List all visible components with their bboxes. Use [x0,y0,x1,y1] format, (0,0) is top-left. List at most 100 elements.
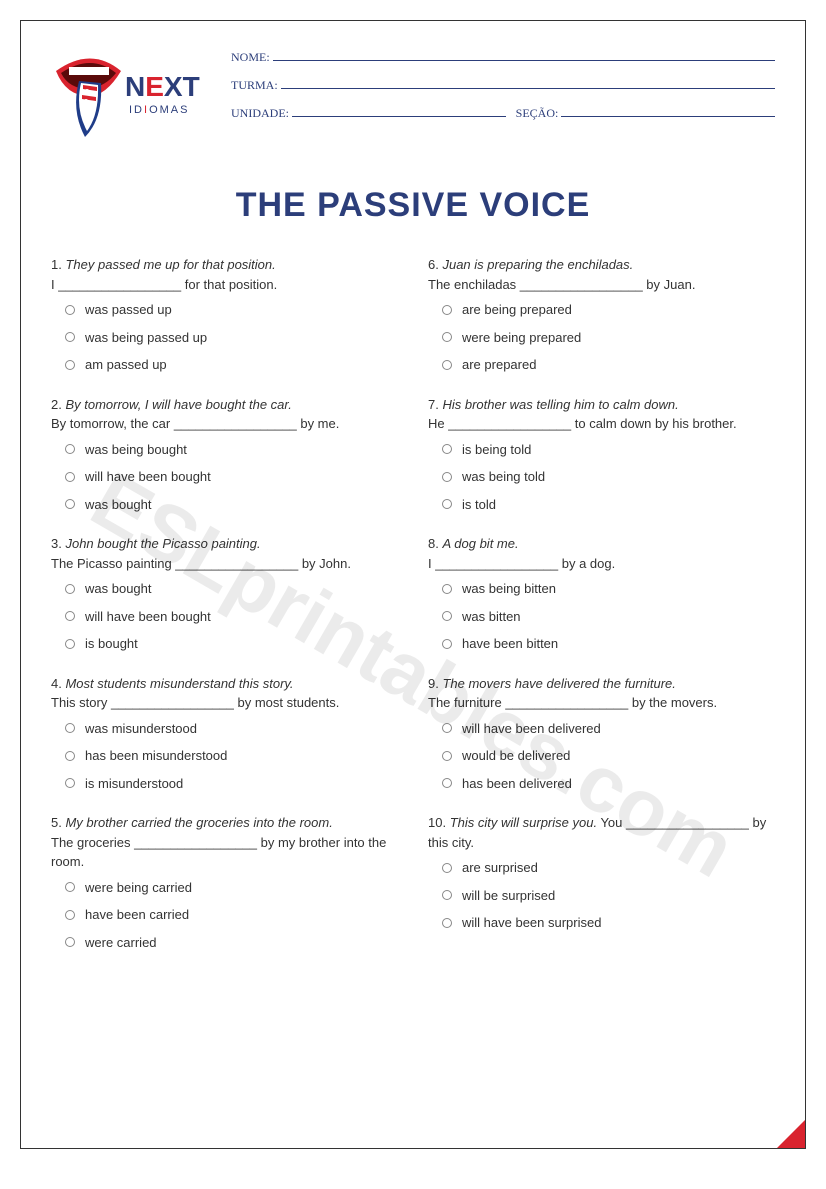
question-fill: The groceries _________________ by my br… [51,833,398,872]
question-prompt: By tomorrow, I will have bought the car. [65,397,291,412]
field-turma: TURMA: [231,77,775,93]
radio-icon[interactable] [65,751,75,761]
line-turma[interactable] [281,77,775,89]
option[interactable]: are surprised [442,858,775,878]
radio-icon[interactable] [442,863,452,873]
radio-icon[interactable] [65,499,75,509]
option[interactable]: are being prepared [442,300,775,320]
option[interactable]: was bought [65,579,398,599]
option-text: was being bought [85,440,187,460]
radio-icon[interactable] [65,444,75,454]
option-text: was passed up [85,300,172,320]
radio-icon[interactable] [65,723,75,733]
option[interactable]: was being bought [65,440,398,460]
radio-icon[interactable] [442,444,452,454]
option[interactable]: was being told [442,467,775,487]
radio-icon[interactable] [65,584,75,594]
right-column: 6. Juan is preparing the enchiladas.The … [428,255,775,972]
option[interactable]: were being prepared [442,328,775,348]
corner-fold-icon [777,1120,805,1148]
header: NEXT IDIOMAS NOME: TURMA: UNIDADE: SEÇÃO… [51,41,775,151]
radio-icon[interactable] [442,890,452,900]
option[interactable]: were carried [65,933,398,953]
option-text: will have been surprised [462,913,601,933]
option[interactable]: was passed up [65,300,398,320]
option-text: were carried [85,933,157,953]
question-number: 2. [51,397,65,412]
question: 1. They passed me up for that position.I… [51,255,398,375]
radio-icon[interactable] [442,584,452,594]
logo-svg: NEXT IDIOMAS [51,41,211,151]
option-text: will have been bought [85,467,211,487]
radio-icon[interactable] [65,778,75,788]
radio-icon[interactable] [65,937,75,947]
option[interactable]: was bought [65,495,398,515]
question-number: 6. [428,257,442,272]
option-text: is being told [462,440,531,460]
option-text: are surprised [462,858,538,878]
question: 5. My brother carried the groceries into… [51,813,398,952]
option[interactable]: will have been delivered [442,719,775,739]
worksheet-page: NEXT IDIOMAS NOME: TURMA: UNIDADE: SEÇÃO… [20,20,806,1149]
radio-icon[interactable] [442,499,452,509]
question-prompt: His brother was telling him to calm down… [442,397,678,412]
option[interactable]: is bought [65,634,398,654]
option[interactable]: will be surprised [442,886,775,906]
option[interactable]: am passed up [65,355,398,375]
option[interactable]: is being told [442,440,775,460]
radio-icon[interactable] [65,332,75,342]
option-text: have been carried [85,905,189,925]
option[interactable]: is told [442,495,775,515]
radio-icon[interactable] [442,332,452,342]
radio-icon[interactable] [442,723,452,733]
radio-icon[interactable] [442,305,452,315]
option[interactable]: has been delivered [442,774,775,794]
radio-icon[interactable] [65,639,75,649]
page-title: THE PASSIVE VOICE [51,186,775,225]
line-unidade[interactable] [292,105,506,117]
option[interactable]: will have been surprised [442,913,775,933]
question: 3. John bought the Picasso painting.The … [51,534,398,654]
options: was being bitten was bitten have been bitt… [442,579,775,654]
question: 10. This city will surprise you. You ___… [428,813,775,933]
option[interactable]: was being passed up [65,328,398,348]
radio-icon[interactable] [442,639,452,649]
option[interactable]: were being carried [65,878,398,898]
radio-icon[interactable] [65,882,75,892]
radio-icon[interactable] [442,611,452,621]
radio-icon[interactable] [442,918,452,928]
option[interactable]: are prepared [442,355,775,375]
option[interactable]: will have been bought [65,467,398,487]
option[interactable]: will have been bought [65,607,398,627]
option-text: is told [462,495,496,515]
option[interactable]: was bitten [442,607,775,627]
questions-columns: 1. They passed me up for that position.I… [51,255,775,972]
option[interactable]: have been bitten [442,634,775,654]
option[interactable]: was misunderstood [65,719,398,739]
option[interactable]: was being bitten [442,579,775,599]
radio-icon[interactable] [442,472,452,482]
radio-icon[interactable] [65,305,75,315]
radio-icon[interactable] [65,472,75,482]
radio-icon[interactable] [65,611,75,621]
field-unidade-secao: UNIDADE: SEÇÃO: [231,105,775,121]
option-text: was bought [85,495,152,515]
question-prompt: Most students misunderstand this story. [65,676,293,691]
option-text: are prepared [462,355,536,375]
option[interactable]: has been misunderstood [65,746,398,766]
option-text: am passed up [85,355,167,375]
radio-icon[interactable] [442,778,452,788]
options: was misunderstood has been misunderstood i… [65,719,398,794]
options: were being carried have been carried were … [65,878,398,953]
option[interactable]: is misunderstood [65,774,398,794]
question: 7. His brother was telling him to calm d… [428,395,775,515]
option[interactable]: have been carried [65,905,398,925]
option[interactable]: would be delivered [442,746,775,766]
label-unidade: UNIDADE: [231,106,289,121]
line-secao[interactable] [561,105,775,117]
line-nome[interactable] [273,49,775,61]
radio-icon[interactable] [65,360,75,370]
radio-icon[interactable] [65,910,75,920]
radio-icon[interactable] [442,360,452,370]
radio-icon[interactable] [442,751,452,761]
